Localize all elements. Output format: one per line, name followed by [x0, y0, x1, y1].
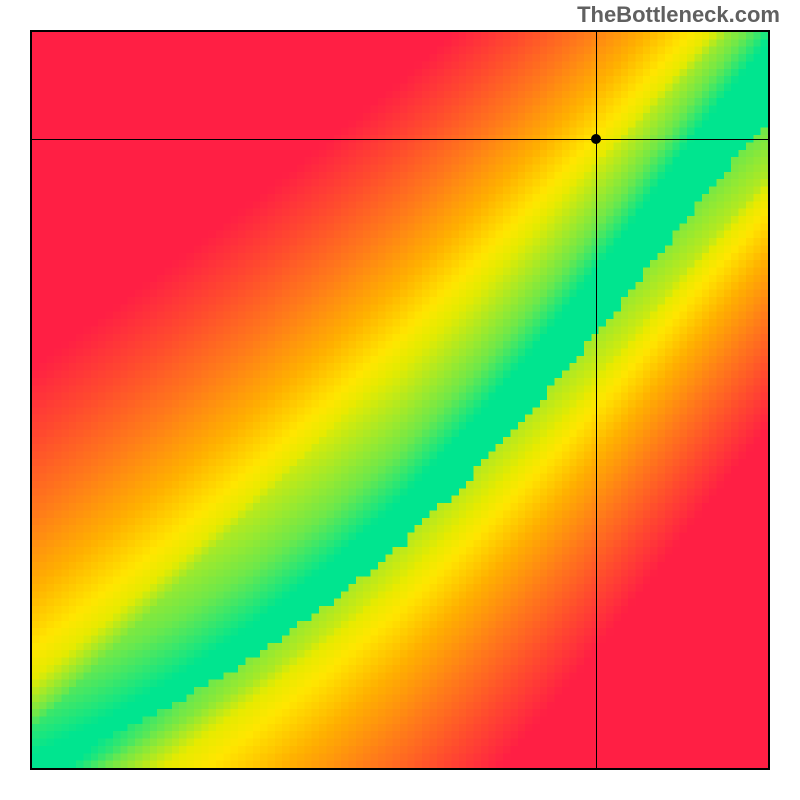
watermark-text: TheBottleneck.com [577, 2, 780, 28]
crosshair-marker-dot [591, 134, 601, 144]
heatmap-canvas [32, 32, 768, 768]
crosshair-horizontal [32, 139, 768, 140]
bottleneck-heatmap [30, 30, 770, 770]
